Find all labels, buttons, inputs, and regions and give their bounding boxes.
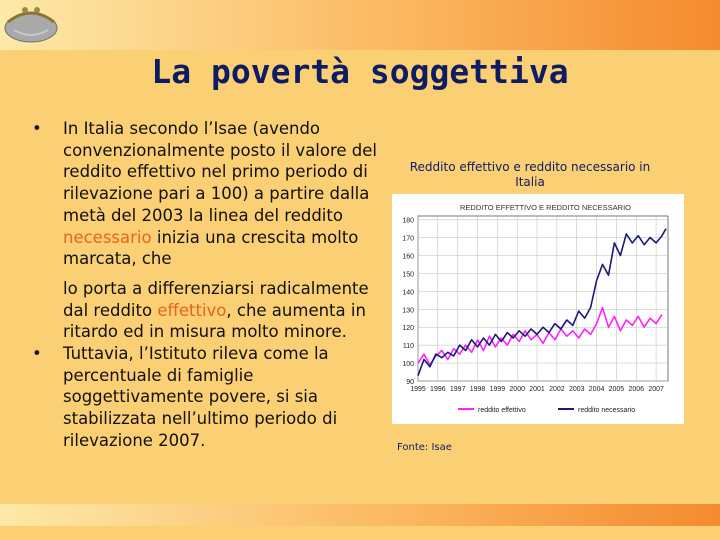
purse-icon xyxy=(4,7,58,43)
x-tick-label: 2004 xyxy=(589,386,605,393)
x-tick-label: 1995 xyxy=(410,386,426,393)
y-tick-label: 110 xyxy=(403,343,414,350)
y-tick-label: 150 xyxy=(402,271,414,278)
bullet-symbol: • xyxy=(32,344,42,364)
bullet-list: • In Italia secondo l’Isae (avendo conve… xyxy=(32,118,377,452)
header-band xyxy=(0,0,720,50)
bullet-2-text: Tuttavia, l’Istituto rileva come la perc… xyxy=(63,344,338,450)
page-title: La povertà soggettiva xyxy=(151,52,569,91)
x-tick-label: 2007 xyxy=(648,386,664,393)
footer-band xyxy=(0,504,720,526)
bullet-symbol: • xyxy=(32,119,42,138)
bullet-item: • Tuttavia, l’Istituto rileva come la pe… xyxy=(32,343,377,452)
y-tick-label: 140 xyxy=(402,289,414,296)
series-line-0 xyxy=(417,306,663,366)
x-tick-label: 2006 xyxy=(628,386,644,393)
y-tick-label: 90 xyxy=(406,379,414,386)
source-note: Fonte: Isae xyxy=(397,442,452,453)
highlight-effettivo: effettivo xyxy=(157,300,227,320)
chart-caption: Reddito effettivo e reddito necessario i… xyxy=(409,160,651,189)
chart-title: REDDITO EFFETTIVO E REDDITO NECESSARIO xyxy=(460,203,631,212)
x-tick-label: 2000 xyxy=(509,386,525,393)
y-tick-label: 180 xyxy=(402,218,414,225)
x-tick-label: 2002 xyxy=(549,386,565,393)
highlight-necessario: necessario xyxy=(63,227,152,247)
bullet-1-text: In Italia secondo l’Isae (avendo convenz… xyxy=(63,119,378,269)
y-tick-label: 120 xyxy=(402,325,414,332)
x-tick-label: 1998 xyxy=(470,386,486,393)
bullet-1-continuation: lo porta a differenziarsi radicalmente d… xyxy=(63,278,369,342)
legend-label: reddito effettivo xyxy=(478,407,526,414)
bullet-item: • In Italia secondo l’Isae (avendo conve… xyxy=(32,118,377,343)
x-tick-label: 2005 xyxy=(609,386,625,393)
x-tick-label: 1999 xyxy=(490,386,506,393)
x-tick-label: 1996 xyxy=(430,386,446,393)
x-tick-label: 2001 xyxy=(529,386,545,393)
y-tick-label: 160 xyxy=(402,253,414,260)
y-tick-label: 130 xyxy=(402,307,414,314)
y-tick-label: 170 xyxy=(402,236,414,243)
x-tick-label: 1997 xyxy=(450,386,466,393)
y-tick-label: 100 xyxy=(402,361,414,368)
legend-label: reddito necessario xyxy=(578,407,635,414)
x-tick-label: 2003 xyxy=(569,386,585,393)
series-line-1 xyxy=(417,228,667,376)
line-chart: REDDITO EFFETTIVO E REDDITO NECESSARIO 90… xyxy=(402,203,669,414)
chart-container: REDDITO EFFETTIVO E REDDITO NECESSARIO 90… xyxy=(392,194,684,424)
